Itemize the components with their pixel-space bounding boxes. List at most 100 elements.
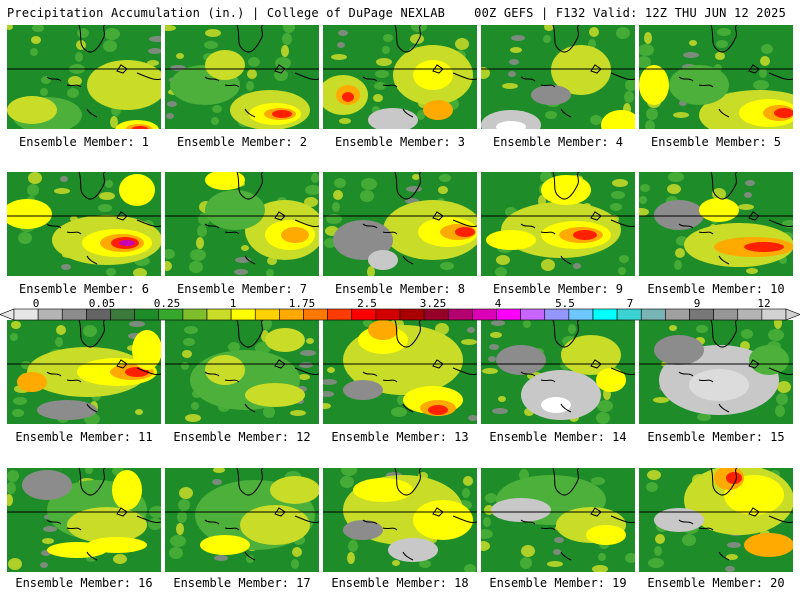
ensemble-member-label: Ensemble Member: 20 [647, 576, 785, 590]
precip-field [639, 25, 793, 129]
coastline-outline [7, 468, 161, 561]
colorbar-swatch [182, 308, 208, 321]
colorbar-min-arrow [0, 308, 15, 321]
ensemble-member-label: Ensemble Member: 17 [173, 576, 311, 590]
coastline-outline [165, 25, 319, 118]
ensemble-member-label: Ensemble Member: 16 [15, 576, 153, 590]
ensemble-member-label: Ensemble Member: 2 [176, 135, 308, 149]
precip-field [7, 468, 161, 570]
colorbar-swatch [158, 308, 184, 321]
precip-field [481, 468, 635, 572]
precip-field [165, 468, 319, 569]
precip-field [7, 25, 161, 129]
colorbar-swatch [544, 308, 570, 321]
colorbar-swatch [254, 308, 280, 321]
colorbar-swatch [303, 308, 328, 321]
ensemble-member-10-map [639, 172, 793, 276]
ensemble-member-6-map [7, 172, 161, 276]
precip-field [7, 320, 161, 424]
colorbar-swatch [86, 308, 111, 321]
ensemble-member-3-map [323, 25, 477, 129]
colorbar-tick-label: 9 [693, 297, 701, 310]
ensemble-member-11-map [7, 320, 161, 424]
colorbar-tick-label: 7 [626, 297, 634, 310]
colorbar-swatch [640, 308, 666, 321]
coastline-outline [481, 172, 635, 265]
coastline-outline [323, 468, 477, 561]
ensemble-member-label: Ensemble Member: 15 [647, 430, 785, 444]
precip-field [7, 172, 161, 276]
ensemble-member-8-map [323, 172, 477, 276]
ensemble-member-label: Ensemble Member: 10 [647, 282, 785, 296]
colorbar-swatch [761, 308, 787, 321]
ensemble-member-12-map [165, 320, 319, 424]
colorbar-swatch [520, 308, 546, 321]
ensemble-member-7-map [165, 172, 319, 276]
colorbar-tick-label: 5.5 [555, 297, 575, 310]
coastline-outline [165, 172, 319, 265]
colorbar-swatch [496, 308, 521, 321]
ensemble-member-16-map [7, 468, 161, 572]
precip-field [165, 25, 319, 129]
ensemble-member-label: Ensemble Member: 3 [334, 135, 466, 149]
chart-title: Precipitation Accumulation (in.) | Colle… [7, 6, 446, 20]
colorbar-tick-label: 2.5 [357, 297, 377, 310]
colorbar-swatch [61, 308, 87, 321]
coastline-outline [639, 25, 793, 118]
ensemble-member-17-map [165, 468, 319, 572]
ensemble-member-label: Ensemble Member: 12 [173, 430, 311, 444]
coastline-outline [481, 468, 635, 561]
coastline-outline [7, 320, 161, 413]
ensemble-member-label: Ensemble Member: 5 [650, 135, 782, 149]
colorbar-swatch [423, 308, 449, 321]
ensemble-member-19-map [481, 468, 635, 572]
colorbar-tick-label: 0.05 [88, 297, 116, 310]
colorbar-tick-label: 1 [229, 297, 237, 310]
ensemble-member-label: Ensemble Member: 11 [15, 430, 153, 444]
ensemble-member-2-map [165, 25, 319, 129]
ensemble-member-label: Ensemble Member: 14 [489, 430, 627, 444]
colorbar-swatch [327, 308, 353, 321]
ensemble-member-label: Ensemble Member: 19 [489, 576, 627, 590]
colorbar-swatch [206, 308, 232, 321]
ensemble-member-15-map [639, 320, 793, 424]
ensemble-member-18-map [323, 468, 477, 572]
coastline-outline [165, 320, 319, 413]
coastline-outline [323, 320, 477, 413]
ensemble-member-13-map [323, 320, 477, 424]
colorbar-tick-label: 1.75 [288, 297, 316, 310]
precip-field [481, 25, 635, 129]
colorbar-swatch [665, 308, 690, 321]
ensemble-member-20-map [639, 468, 793, 572]
coastline-outline [481, 25, 635, 118]
precip-field [323, 172, 477, 276]
colorbar-tick-label: 0 [32, 297, 40, 310]
coastline-outline [7, 172, 161, 265]
precip-field [481, 320, 635, 424]
coastline-outline [323, 25, 477, 118]
ensemble-member-14-map [481, 320, 635, 424]
precip-field [639, 468, 793, 572]
colorbar-swatch [713, 308, 739, 321]
ensemble-member-label: Ensemble Member: 1 [18, 135, 150, 149]
ensemble-member-label: Ensemble Member: 6 [18, 282, 150, 296]
ensemble-member-label: Ensemble Member: 4 [492, 135, 624, 149]
colorbar-tick-label: 3.25 [419, 297, 447, 310]
ensemble-member-1-map [7, 25, 161, 129]
coastline-outline [481, 320, 635, 413]
ensemble-member-label: Ensemble Member: 7 [176, 282, 308, 296]
colorbar-swatch [568, 308, 594, 321]
coastline-outline [323, 172, 477, 265]
colorbar-tick-label: 12 [757, 297, 771, 310]
colorbar-swatch [472, 308, 497, 321]
precip-field [323, 468, 477, 572]
colorbar-swatch [279, 308, 304, 321]
precip-field [323, 320, 477, 421]
colorbar-swatch [134, 308, 160, 321]
colorbar-swatch [399, 308, 425, 321]
colorbar-swatch [110, 308, 135, 321]
coastline-outline [7, 25, 161, 118]
coastline-outline [639, 468, 793, 561]
ensemble-member-9-map [481, 172, 635, 276]
ensemble-member-label: Ensemble Member: 18 [331, 576, 469, 590]
